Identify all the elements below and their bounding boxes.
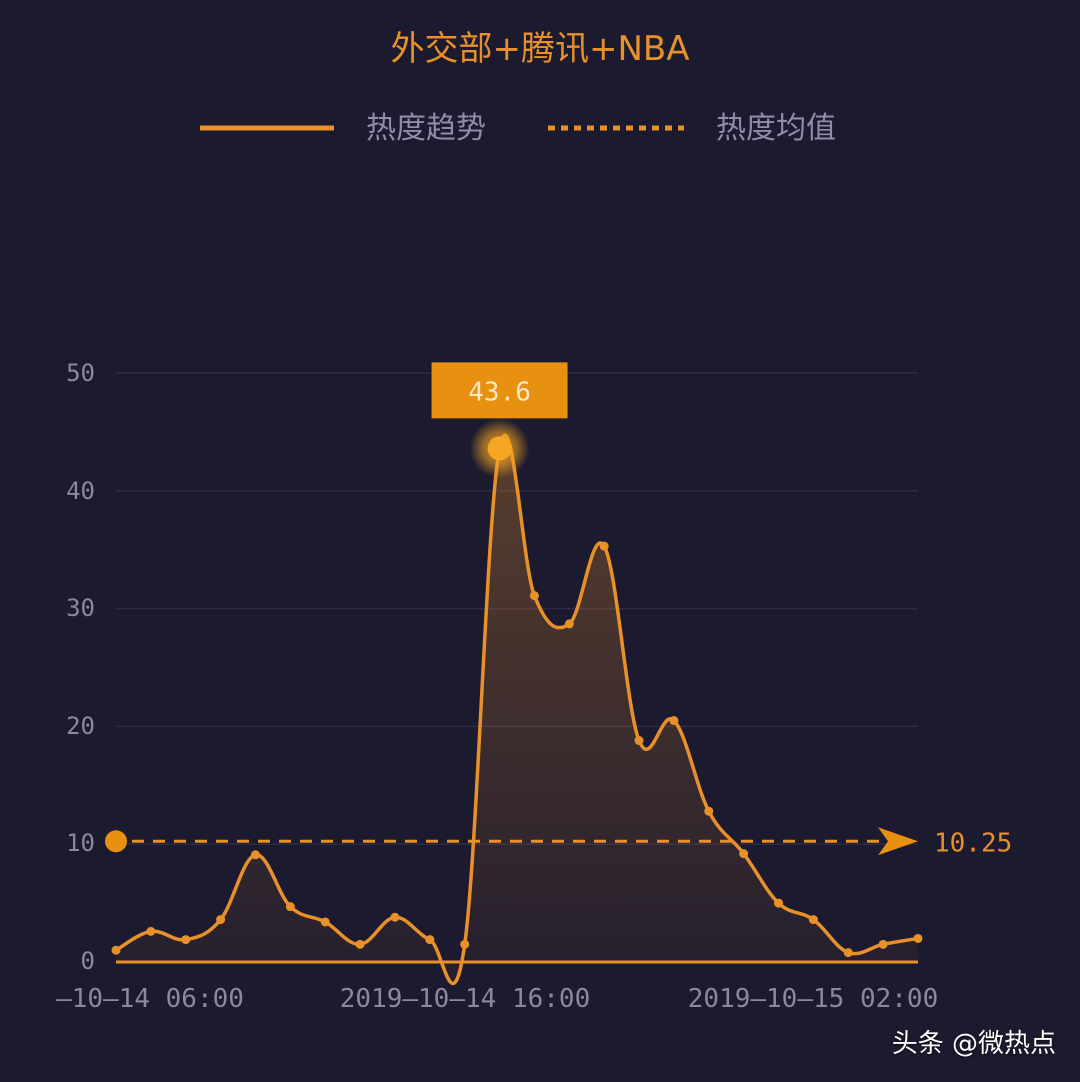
- data-point: [913, 933, 923, 943]
- data-point: [146, 926, 156, 936]
- data-point: [320, 917, 330, 927]
- data-point: [390, 912, 400, 922]
- data-point: [599, 541, 609, 551]
- y-tick-label: 50: [66, 359, 95, 387]
- chart-title: 外交部+腾讯+NBA: [391, 29, 690, 69]
- data-point: [808, 915, 818, 925]
- y-tick-label: 40: [66, 477, 95, 505]
- x-tick-label: —10—14 06:00: [56, 984, 244, 1014]
- data-point: [878, 939, 888, 949]
- data-point: [704, 806, 714, 816]
- data-point: [285, 902, 295, 912]
- legend: 热度趋势 热度均值: [200, 111, 836, 146]
- data-point: [843, 948, 853, 958]
- peak-dot: [487, 436, 512, 461]
- x-tick-label: 2019—10—15 02:00: [688, 984, 938, 1014]
- legend-label-average: 热度均值: [716, 111, 836, 146]
- average-value-label: 10.25: [934, 828, 1012, 858]
- data-point: [634, 736, 644, 746]
- data-point: [774, 898, 784, 908]
- data-point: [669, 716, 679, 726]
- data-point: [111, 945, 121, 955]
- average-arrow-icon: [878, 827, 918, 856]
- legend-label-trend: 热度趋势: [366, 111, 486, 146]
- watermark: 头条 @微热点: [891, 1029, 1056, 1059]
- peak-badge: [431, 362, 568, 419]
- peak-value-label: 43.6: [468, 377, 531, 407]
- data-point: [355, 939, 365, 949]
- y-tick-label: 0: [81, 947, 95, 975]
- data-point: [460, 939, 470, 949]
- average-start-dot: [105, 830, 127, 853]
- y-tick-label: 30: [66, 594, 95, 622]
- data-point: [425, 935, 435, 945]
- trend-points: [111, 541, 923, 958]
- y-tick-label: 10: [66, 829, 95, 857]
- x-axis-ticks: —10—14 06:00 2019—10—14 16:00 2019—10—15…: [56, 984, 938, 1014]
- x-tick-label: 2019—10—14 16:00: [340, 984, 590, 1014]
- y-axis-ticks: 0 10 20 30 40 50: [66, 359, 95, 975]
- data-point: [564, 619, 574, 629]
- peak-marker: 43.6: [431, 362, 568, 479]
- data-point: [181, 935, 191, 945]
- trend-area: [116, 435, 918, 984]
- data-point: [216, 915, 226, 925]
- data-point: [250, 850, 260, 860]
- data-point: [739, 849, 749, 859]
- data-point: [529, 591, 539, 601]
- y-tick-label: 20: [66, 712, 95, 740]
- average-line-group: 10.25: [105, 827, 1012, 858]
